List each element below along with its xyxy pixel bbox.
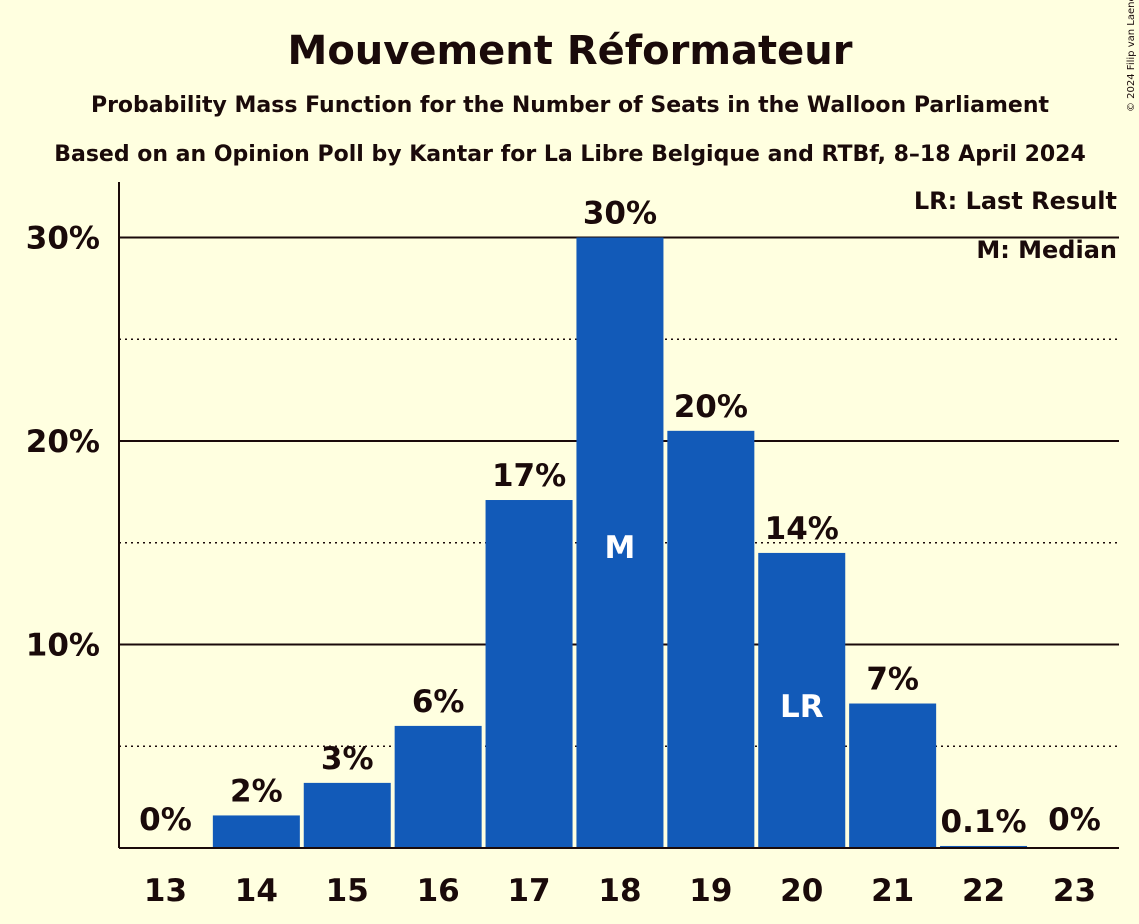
copyright-notice: © 2024 Filip van Laenen [1126, 0, 1137, 112]
chart-title: Mouvement Réformateur [288, 28, 853, 74]
x-tick-label: 18 [598, 873, 641, 909]
y-tick-label: 30% [26, 221, 100, 257]
x-tick-label: 14 [235, 873, 278, 909]
chart-subtitle: Probability Mass Function for the Number… [91, 93, 1050, 118]
data-label: 14% [765, 511, 839, 547]
data-label: 0% [1048, 802, 1101, 838]
bar [849, 703, 937, 848]
x-tick-label: 23 [1053, 873, 1096, 909]
data-labels: 0% 2% 3% 6% 17% 30% M 20% 14% LR 7% 0.1% 0% [139, 196, 1101, 840]
x-tick-label: 17 [507, 873, 550, 909]
x-tick-label: 20 [780, 873, 823, 909]
data-label: 2% [230, 773, 283, 809]
bar [576, 237, 664, 848]
y-tick-label: 20% [26, 424, 100, 460]
data-label: 20% [674, 389, 748, 425]
last-result-marker: LR [780, 689, 824, 725]
x-tick-label: 15 [326, 873, 369, 909]
y-tick-labels: 10% 20% 30% [26, 221, 100, 664]
bar [667, 430, 755, 848]
legend: LR: Last Result M: Median [914, 187, 1117, 264]
axes [118, 182, 1119, 849]
x-tick-label: 16 [417, 873, 460, 909]
x-tick-label: 19 [689, 873, 732, 909]
x-tick-label: 22 [962, 873, 1005, 909]
x-tick-label: 13 [144, 873, 187, 909]
legend-last-result: LR: Last Result [914, 187, 1117, 215]
data-label: 30% [583, 196, 657, 232]
bar [394, 725, 482, 848]
data-label: 0% [139, 802, 192, 838]
x-tick-labels: 13 14 15 16 17 18 19 20 21 22 23 [144, 873, 1096, 909]
data-label: 3% [321, 741, 374, 777]
chart-subtitle-source: Based on an Opinion Poll by Kantar for L… [54, 142, 1086, 167]
bars [212, 237, 1028, 848]
bar [485, 500, 573, 848]
data-label: 0.1% [941, 804, 1027, 840]
bar [940, 845, 1028, 848]
data-label: 7% [866, 662, 919, 698]
data-label: 6% [412, 684, 465, 720]
bar [303, 782, 391, 848]
data-label: 17% [492, 458, 566, 494]
x-tick-label: 21 [871, 873, 914, 909]
legend-median: M: Median [976, 236, 1117, 264]
bar [758, 552, 846, 848]
bar [212, 815, 300, 848]
median-marker: M [605, 530, 636, 566]
y-tick-label: 10% [26, 628, 100, 664]
